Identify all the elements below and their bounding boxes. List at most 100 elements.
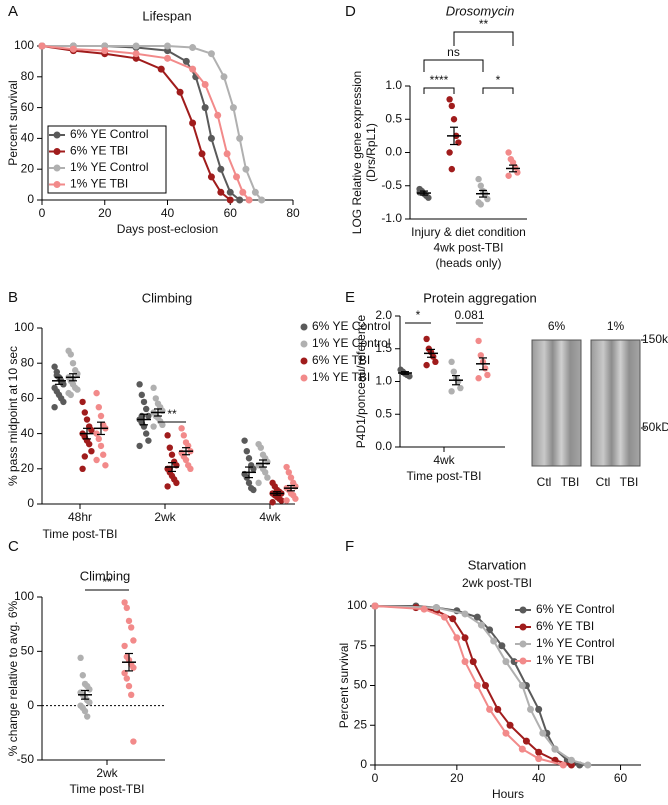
survival-point	[510, 658, 518, 666]
data-point	[285, 469, 292, 476]
y-tick-label: 0	[27, 496, 34, 510]
data-point	[136, 442, 143, 450]
survival-point	[164, 54, 171, 62]
chart-title: Climbing	[80, 568, 131, 583]
data-point	[97, 442, 105, 450]
data-point	[93, 456, 100, 464]
legend-marker	[53, 181, 61, 188]
survival-point	[38, 42, 46, 50]
data-point	[278, 497, 285, 504]
data-point	[74, 386, 81, 393]
blot-panel-label: 6%	[548, 319, 566, 333]
data-point	[86, 440, 93, 448]
survival-point	[176, 88, 184, 96]
data-point	[95, 404, 103, 411]
data-point	[86, 699, 93, 706]
chart-title: Lifespan	[142, 8, 191, 23]
data-point	[448, 358, 455, 366]
legend-marker	[53, 148, 61, 155]
legend-marker	[300, 374, 308, 382]
y-axis-label: P4D1/ponceau/reference	[354, 314, 368, 448]
survival-point	[481, 682, 489, 689]
legend-marker	[519, 623, 527, 631]
y-tick-label: 20	[21, 161, 35, 175]
data-point	[477, 182, 484, 189]
data-point	[79, 672, 87, 679]
legend-label: 1% YE Control	[312, 336, 391, 350]
survival-point	[189, 44, 197, 52]
x-tick-label: 80	[286, 206, 300, 220]
survival-point	[539, 729, 547, 737]
survival-point	[584, 761, 592, 769]
y-tick-label: -50	[17, 752, 35, 766]
blot-lane-label: TBI	[620, 475, 639, 489]
survival-point	[518, 682, 526, 689]
y-tick-label: -1.0	[381, 211, 402, 225]
y-tick-label: 75	[354, 638, 368, 652]
x-tick-label: 0	[372, 771, 379, 785]
survival-point	[236, 196, 244, 204]
data-point	[243, 448, 250, 455]
x-tick-label: 0	[39, 206, 46, 220]
significance-bracket	[482, 87, 514, 94]
data-point	[432, 358, 439, 366]
survival-point	[420, 605, 428, 613]
blot-image	[590, 339, 641, 467]
data-point	[283, 463, 290, 471]
legend-label: 6% YE TBI	[312, 353, 370, 367]
legend-label: 1% YE TBI	[70, 177, 128, 191]
blot-lane-label: Ctl	[596, 475, 611, 489]
y-tick-label: 60	[21, 100, 35, 114]
significance-bracket	[453, 31, 514, 46]
survival-point	[207, 50, 215, 58]
data-point	[245, 455, 253, 462]
x-tick-label: 4wk	[433, 453, 455, 467]
y-axis-label: Percent survival	[337, 643, 351, 728]
y-tick-label: 2.0	[375, 308, 392, 322]
y-tick-label: 25	[354, 717, 368, 731]
data-point	[79, 465, 86, 472]
y-tick-label: 1.5	[375, 341, 392, 355]
data-point	[51, 404, 58, 411]
data-point	[477, 201, 484, 208]
data-point	[145, 437, 152, 444]
data-point	[150, 423, 157, 430]
data-point	[125, 617, 133, 625]
significance-label: 0.081	[454, 308, 484, 322]
data-point	[457, 384, 464, 392]
y-tick-label: 0	[27, 698, 34, 712]
survival-point	[233, 173, 241, 181]
data-point	[168, 451, 176, 458]
x-axis-label: (heads only)	[435, 256, 501, 270]
legend-marker	[300, 323, 308, 331]
data-point	[166, 444, 173, 451]
x-axis-label: Hours	[492, 787, 524, 801]
data-point	[269, 499, 276, 506]
data-point	[69, 360, 77, 367]
legend-box	[47, 125, 167, 194]
survival-point	[242, 165, 250, 173]
y-tick-label: 1.0	[375, 374, 392, 388]
survival-point	[469, 658, 477, 666]
data-point	[81, 707, 89, 715]
y-tick-label: 100	[14, 320, 34, 334]
survival-point	[251, 188, 259, 196]
data-point	[125, 682, 133, 690]
survival-point	[498, 642, 506, 650]
x-tick-label: 60	[614, 771, 628, 785]
survival-point	[473, 682, 481, 689]
legend-marker	[300, 340, 308, 348]
data-point	[128, 624, 135, 631]
significance-label: *	[496, 73, 501, 87]
survival-point	[535, 748, 543, 756]
survival-point	[486, 705, 494, 713]
data-point	[152, 395, 159, 402]
significance-label: ****	[430, 73, 449, 87]
survival-point	[461, 634, 469, 642]
survival-point	[518, 745, 526, 753]
data-point	[123, 604, 130, 612]
legend-marker	[519, 657, 527, 665]
survival-point	[132, 42, 140, 50]
survival-point	[69, 45, 77, 53]
data-point	[475, 337, 482, 345]
